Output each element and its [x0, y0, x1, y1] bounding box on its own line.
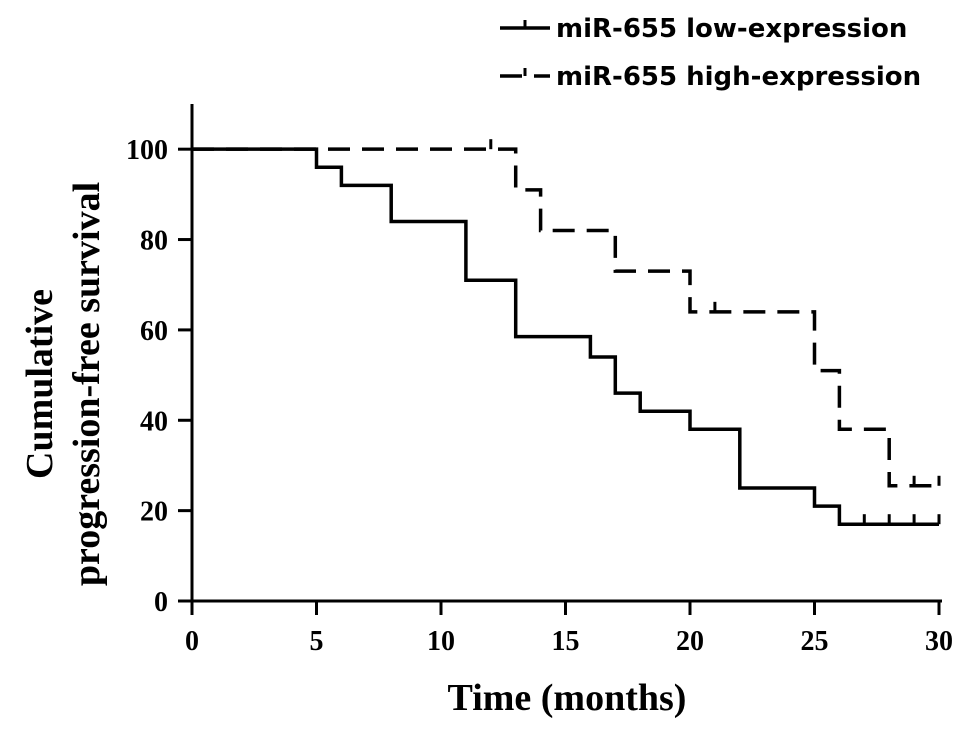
legend-label-low: miR-655 low-expression: [556, 14, 907, 44]
x-tick-label: 0: [185, 626, 199, 657]
x-tick-label: 25: [801, 626, 829, 657]
y-tick-label: 20: [140, 497, 168, 528]
legend-label-high: miR-655 high-expression: [556, 62, 921, 92]
legend: miR-655 low-expression miR-655 high-expr…: [500, 14, 921, 92]
survival-curves: [192, 139, 941, 526]
x-tick-label: 10: [427, 626, 455, 657]
axes: [178, 104, 942, 603]
y-axis-title-line2: progression-free survival: [66, 182, 108, 586]
legend-item-high: miR-655 high-expression: [500, 62, 921, 92]
y-axis-title-line1: Cumulative: [19, 289, 61, 479]
x-tick-label: 15: [552, 626, 580, 657]
y-tick-label: 0: [154, 587, 168, 618]
y-ticks: 0 20 40 60 80 100: [126, 135, 192, 618]
series-line-high: [192, 147, 939, 488]
y-tick-label: 40: [140, 406, 168, 437]
x-tick-label: 5: [310, 626, 324, 657]
y-tick-label: 60: [140, 316, 168, 347]
legend-item-low: miR-655 low-expression: [500, 14, 907, 44]
x-tick-label: 30: [925, 626, 953, 657]
x-ticks: 0 5 10 15 20 25 30: [185, 601, 953, 657]
series-line-low: [192, 147, 939, 526]
x-axis-title: Time (months): [448, 677, 687, 719]
y-tick-label: 80: [140, 226, 168, 257]
y-tick-label: 100: [126, 135, 168, 166]
x-tick-label: 20: [676, 626, 704, 657]
